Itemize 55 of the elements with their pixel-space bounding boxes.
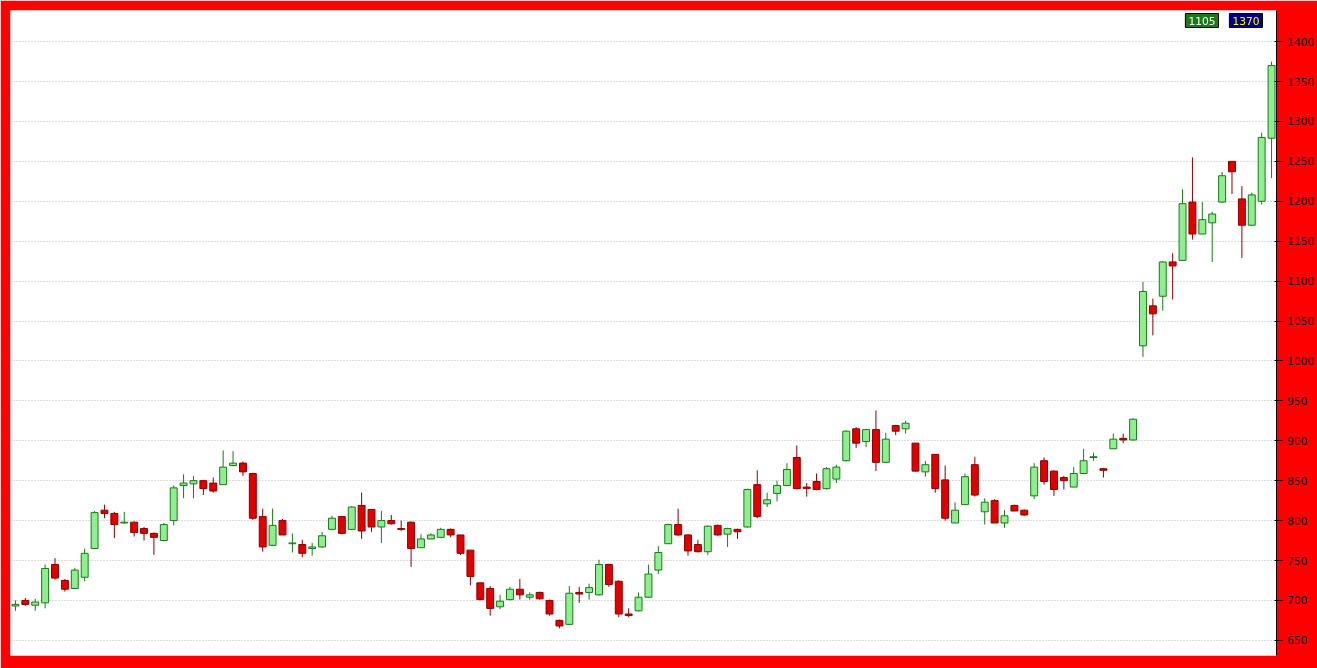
candlestick [1069, 466, 1078, 488]
candlestick [1050, 469, 1058, 497]
candlestick [644, 564, 653, 599]
y-tick-label: 950 [1287, 394, 1309, 408]
candlestick [288, 532, 297, 554]
candlestick [1129, 417, 1138, 442]
candlestick [1198, 201, 1207, 235]
candlestick [219, 449, 228, 486]
candlestick [634, 591, 643, 613]
y-tick-label: 1150 [1287, 235, 1315, 249]
candlestick [80, 548, 89, 582]
y-tick-label: 750 [1287, 554, 1309, 568]
y-tick-label: 1350 [1287, 75, 1315, 89]
candlestick [229, 450, 237, 467]
candlestick [773, 480, 781, 502]
y-tick-label: 1100 [1287, 275, 1315, 289]
y-tick-label: 700 [1287, 594, 1309, 608]
candlestick [1040, 457, 1049, 486]
candlestick [1168, 252, 1177, 300]
candlestick [674, 508, 683, 537]
candlestick [654, 545, 663, 575]
candlestick [852, 426, 861, 449]
candlestick [951, 501, 960, 524]
candlestick [496, 594, 505, 610]
candlestick [70, 567, 79, 589]
candlestick [1079, 448, 1088, 475]
y-tick-label: 1200 [1287, 195, 1315, 209]
candlestick [515, 578, 524, 601]
annotation: 1105 [1188, 14, 1216, 28]
y-tick-label: 900 [1287, 434, 1309, 448]
candlestick [990, 498, 999, 524]
y-tick-label: 1050 [1287, 315, 1315, 329]
candlestick [1208, 211, 1217, 263]
candlestick [881, 432, 890, 464]
y-tick-label: 1400 [1287, 35, 1315, 49]
y-tick-label: 650 [1287, 634, 1309, 648]
candlestick [585, 583, 594, 601]
candlestick [1148, 298, 1157, 336]
y-tick-label: 800 [1287, 514, 1309, 528]
candlestick [1228, 160, 1236, 195]
annotation: 1370 [1232, 14, 1260, 28]
y-tick-label: 1300 [1287, 115, 1315, 129]
candlestick [1059, 475, 1068, 490]
candlestick [377, 510, 386, 544]
candlestick [140, 526, 148, 542]
candlestick [980, 497, 989, 526]
candlestick [268, 508, 277, 547]
candlestick [51, 557, 59, 581]
y-tick-label: 1000 [1287, 354, 1315, 368]
y-tick-label: 850 [1287, 474, 1309, 488]
candlestick [110, 511, 119, 539]
candlestick [763, 492, 772, 508]
candlestick [684, 533, 692, 557]
candlestick [486, 585, 495, 617]
y-tick-label: 1250 [1287, 155, 1315, 169]
